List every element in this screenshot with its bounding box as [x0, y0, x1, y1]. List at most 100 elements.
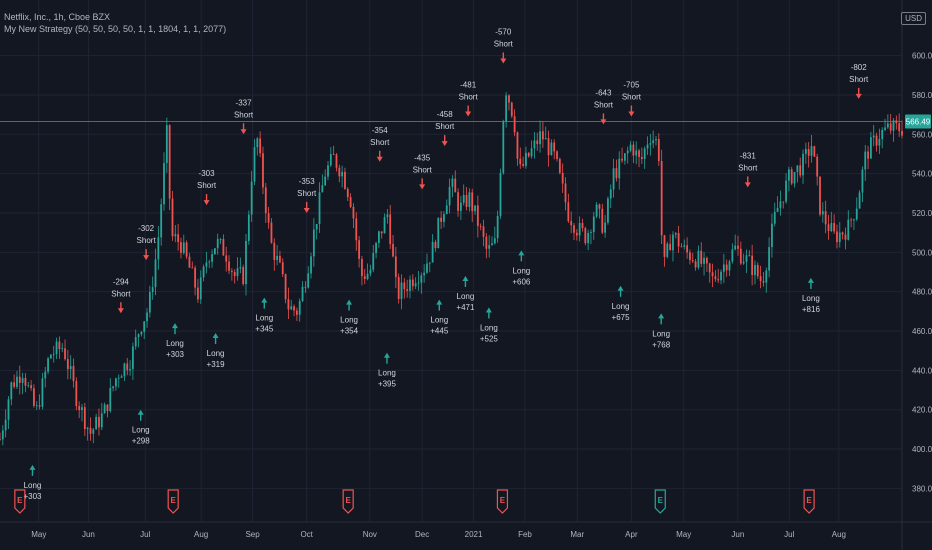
y-tick-label: 600.00 — [912, 52, 932, 61]
candle-body — [889, 123, 892, 131]
short-signal[interactable]: -458 Short — [435, 110, 455, 147]
candle-body — [850, 219, 853, 221]
short-signal[interactable]: -303 Short — [197, 169, 217, 206]
candle-body — [872, 135, 875, 138]
long-signal[interactable]: Long +395 — [378, 352, 397, 389]
long-signal[interactable]: Long +525 — [480, 307, 499, 343]
short-profit-value: -353 — [299, 177, 316, 186]
short-signal[interactable]: -570 Short — [494, 27, 514, 64]
long-arrow-icon — [462, 275, 469, 281]
candle-body — [768, 247, 771, 271]
earnings-marker[interactable]: E — [167, 489, 179, 514]
long-label: Long — [652, 329, 670, 338]
candle-body — [609, 189, 612, 199]
short-signal[interactable]: -354 Short — [370, 126, 390, 162]
candle-body — [409, 279, 411, 291]
short-profit-value: -354 — [372, 126, 389, 135]
candle-body — [533, 140, 536, 149]
earnings-marker[interactable]: E — [342, 489, 354, 514]
long-signal[interactable]: Long +354 — [340, 299, 359, 336]
candle-body — [1, 430, 4, 440]
short-signal[interactable]: -481 Short — [459, 81, 479, 117]
long-profit-value: +525 — [480, 334, 499, 343]
long-label: Long — [132, 426, 150, 435]
candle-body — [276, 255, 279, 260]
candle-body — [346, 188, 349, 198]
long-signal[interactable]: Long +345 — [255, 297, 274, 334]
candle-body — [301, 286, 304, 301]
candle-body — [756, 264, 759, 277]
strategy-legend[interactable]: My New Strategy (50, 50, 50, 50, 1, 1, 1… — [4, 24, 227, 34]
long-label: Long — [340, 316, 358, 325]
candle-body — [703, 257, 705, 264]
long-arrow-icon — [261, 297, 268, 303]
candle-body — [841, 232, 844, 235]
short-arrow-icon — [855, 93, 862, 99]
long-label: Long — [207, 349, 225, 358]
candle-body — [318, 192, 321, 224]
long-signal[interactable]: Long +303 — [23, 464, 42, 501]
candle-body — [853, 219, 855, 221]
candle-body — [700, 250, 703, 264]
candle-body — [626, 150, 629, 154]
earnings-marker[interactable]: E — [654, 489, 666, 514]
x-tick-label: 2021 — [465, 530, 483, 539]
candle-body — [513, 116, 516, 133]
short-signal[interactable]: -302 Short — [137, 224, 157, 261]
long-signal[interactable]: Long +816 — [802, 277, 821, 314]
candle-body — [601, 208, 604, 233]
y-tick-label: 420.00 — [912, 406, 932, 415]
candle-body — [250, 181, 253, 215]
candle-body — [194, 267, 197, 288]
candle-body — [505, 95, 508, 122]
candle-body — [431, 241, 434, 263]
earnings-marker[interactable]: E — [803, 489, 815, 514]
candle-body — [377, 231, 380, 243]
long-signal[interactable]: Long +471 — [456, 275, 475, 312]
candle-body — [632, 144, 635, 156]
candle-body — [476, 205, 479, 226]
candle-body — [799, 165, 802, 176]
long-signal[interactable]: Long +319 — [207, 333, 226, 369]
long-signal[interactable]: Long +675 — [612, 285, 631, 322]
short-signal[interactable]: -294 Short — [111, 277, 131, 314]
candle-body — [836, 231, 838, 243]
short-signal[interactable]: -831 Short — [738, 151, 758, 188]
candle-body — [612, 168, 615, 190]
short-label: Short — [738, 163, 758, 172]
short-signal[interactable]: -643 Short — [594, 88, 614, 125]
long-profit-value: +303 — [23, 492, 42, 501]
long-signal[interactable]: Long +445 — [430, 299, 449, 336]
short-signal[interactable]: -337 Short — [234, 98, 254, 135]
candle-body — [437, 217, 440, 249]
candle-body — [168, 125, 171, 199]
candle-body — [434, 241, 437, 249]
short-signal[interactable]: -802 Short — [849, 63, 869, 99]
candle-body — [38, 405, 41, 407]
earnings-marker[interactable]: E — [14, 489, 26, 514]
candle-body — [120, 376, 123, 378]
candle-body — [445, 205, 448, 215]
long-signal[interactable]: Long +768 — [652, 313, 671, 349]
long-arrow-icon — [212, 333, 219, 339]
candles — [0, 92, 903, 446]
long-signal[interactable]: Long +303 — [166, 323, 185, 359]
short-signal[interactable]: -705 Short — [622, 81, 642, 117]
candle-body — [400, 282, 403, 299]
earnings-marker[interactable]: E — [496, 489, 509, 514]
candle-body — [776, 207, 779, 212]
long-signal[interactable]: Long +298 — [132, 409, 151, 446]
currency-badge[interactable]: USD — [901, 12, 926, 25]
short-signal[interactable]: -435 Short — [413, 153, 433, 190]
long-signal[interactable]: Long +606 — [512, 250, 531, 286]
candle-body — [525, 152, 527, 166]
long-arrow-icon — [617, 285, 624, 291]
short-signal[interactable]: -353 Short — [297, 177, 317, 213]
short-arrow-icon — [376, 156, 383, 162]
candle-body — [615, 168, 618, 179]
candle-body — [13, 382, 16, 387]
candle-body — [423, 272, 426, 276]
candle-body — [847, 219, 850, 240]
short-label: Short — [197, 181, 217, 190]
